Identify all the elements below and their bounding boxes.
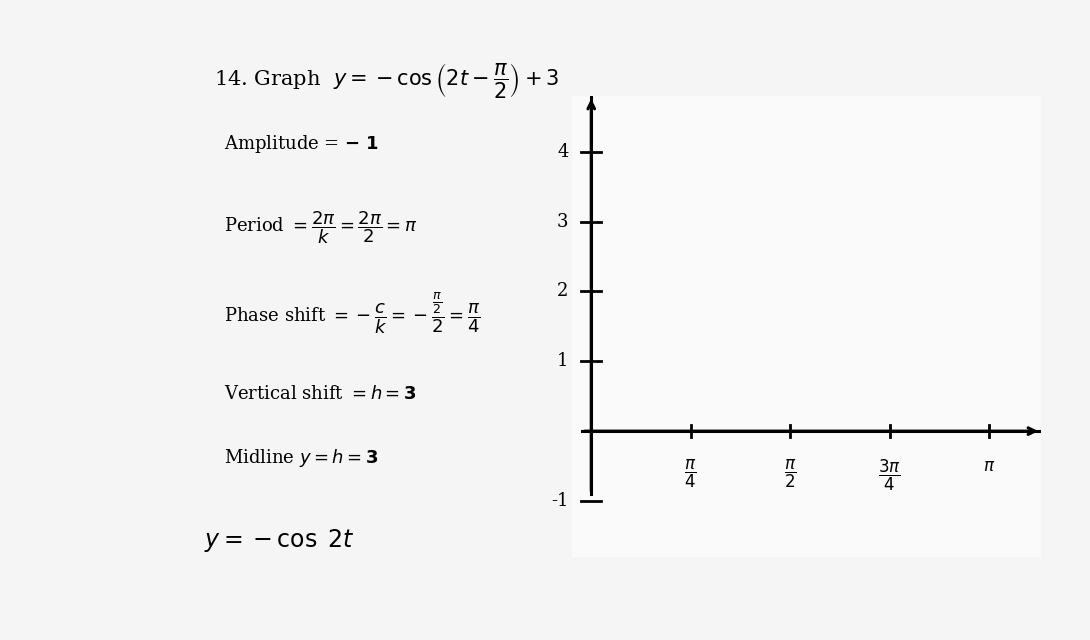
Text: 2: 2 xyxy=(557,282,569,301)
Text: 4: 4 xyxy=(557,143,569,161)
Text: Phase shift $= -\dfrac{c}{k} = -\dfrac{\frac{\pi}{2}}{2} = \dfrac{\pi}{4}$: Phase shift $= -\dfrac{c}{k} = -\dfrac{\… xyxy=(225,291,481,336)
Text: $y = -\cos\ 2t$: $y = -\cos\ 2t$ xyxy=(205,527,355,554)
Text: Vertical shift $= h = \mathbf{3}$: Vertical shift $= h = \mathbf{3}$ xyxy=(225,385,417,403)
Text: $\dfrac{3\pi}{4}$: $\dfrac{3\pi}{4}$ xyxy=(879,458,901,493)
Text: 1: 1 xyxy=(557,352,569,371)
Text: Amplitude = $\mathbf{-\ 1}$: Amplitude = $\mathbf{-\ 1}$ xyxy=(225,133,379,155)
Text: 3: 3 xyxy=(557,212,569,230)
Text: -1: -1 xyxy=(550,492,569,510)
Text: Period $= \dfrac{2\pi}{k} = \dfrac{2\pi}{2} = \pi$: Period $= \dfrac{2\pi}{k} = \dfrac{2\pi}… xyxy=(225,209,419,246)
Text: $\dfrac{\pi}{4}$: $\dfrac{\pi}{4}$ xyxy=(685,458,697,490)
Text: Midline $y = h = \mathbf{3}$: Midline $y = h = \mathbf{3}$ xyxy=(225,447,379,468)
Text: $\dfrac{\pi}{2}$: $\dfrac{\pi}{2}$ xyxy=(784,458,797,490)
Text: 14. Graph  $y = -\cos\left(2t - \dfrac{\pi}{2}\right)+3$: 14. Graph $y = -\cos\left(2t - \dfrac{\p… xyxy=(215,61,560,99)
Text: $\pi$: $\pi$ xyxy=(983,458,995,475)
